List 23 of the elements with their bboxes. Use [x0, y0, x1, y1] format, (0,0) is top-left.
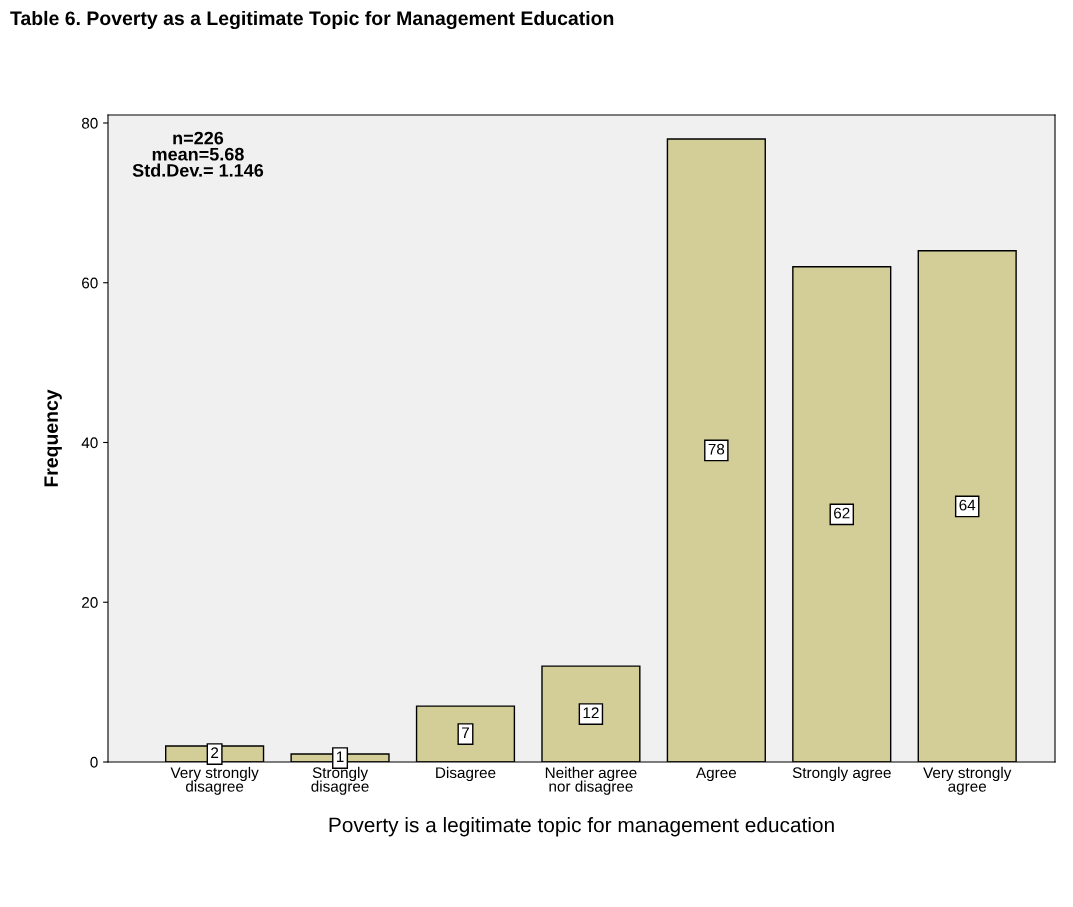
x-tick-label: Very strongly disagree — [170, 766, 259, 795]
y-tick-label: 80 — [81, 117, 98, 129]
data-label: 62 — [834, 507, 850, 519]
y-tick-label: 20 — [82, 597, 98, 608]
data-label: 64 — [959, 499, 976, 511]
data-label: 1 — [336, 751, 344, 762]
y-axis-title: Frequency — [44, 389, 62, 487]
chart-title: Table 6. Poverty as a Legitimate Topic for Management Education — [10, 10, 614, 30]
y-tick-label: 0 — [90, 756, 98, 768]
data-label: 78 — [708, 443, 725, 455]
annotation: n=226 mean=5.68 Std.Dev.= 1.146 — [132, 131, 264, 177]
x-axis-title: Poverty is a legitimate topic for management education — [329, 817, 834, 837]
x-tick-label: Disagree — [436, 766, 496, 782]
data-label: 2 — [211, 747, 219, 758]
y-tick-label: 40 — [81, 437, 98, 449]
x-tick-label: Agree — [695, 767, 737, 782]
x-tick-label: Strongly disagree — [311, 766, 369, 795]
x-tick-label: Neither agree nor disagree — [545, 766, 637, 795]
data-label: 12 — [583, 707, 599, 719]
y-tick-label: 60 — [82, 277, 98, 289]
data-label: 7 — [462, 727, 469, 738]
x-tick-label: Strongly agree — [792, 766, 891, 782]
x-tick-label: Very strongly agree — [923, 766, 1012, 795]
